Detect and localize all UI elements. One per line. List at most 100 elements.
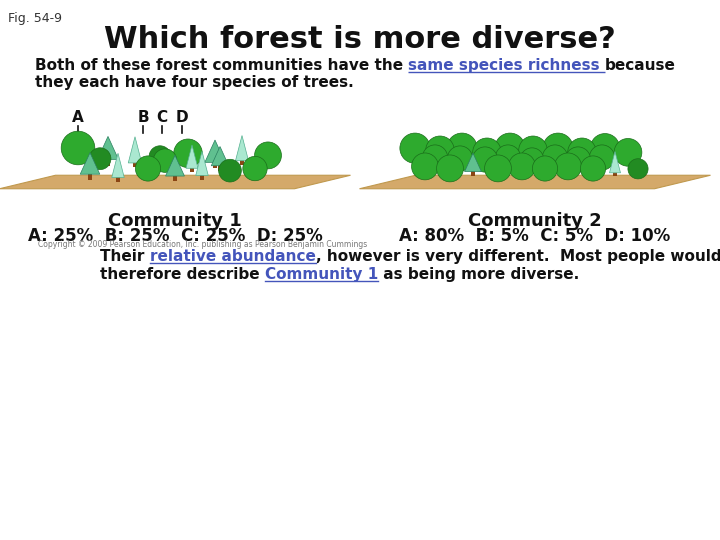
Bar [163,161,168,171]
Circle shape [135,156,161,181]
Polygon shape [166,156,184,176]
Polygon shape [359,176,711,189]
Bar [228,172,233,180]
Polygon shape [128,137,142,163]
Bar [590,170,595,179]
Circle shape [89,148,111,170]
Bar [505,158,510,168]
Bar [432,158,438,168]
Circle shape [628,159,648,179]
Text: Which forest is more diverse?: Which forest is more diverse? [104,25,616,54]
Bar [472,168,474,177]
Bar [116,173,120,181]
Bar [98,159,102,168]
Circle shape [532,156,557,181]
Text: A: 25%  B: 25%  C: 25%  D: 25%: A: 25% B: 25% C: 25% D: 25% [27,227,323,245]
Bar [185,154,191,165]
Circle shape [542,145,567,170]
Circle shape [61,131,95,165]
Bar [484,153,490,164]
Text: Both of these forest communities have the: Both of these forest communities have th… [35,58,408,73]
Bar [200,172,204,179]
Bar [422,167,428,178]
Bar [74,149,81,162]
Circle shape [436,155,464,182]
Bar [145,170,150,179]
Text: as being more diverse.: as being more diverse. [378,267,580,282]
Text: because: because [606,58,676,73]
Text: Community 1: Community 1 [108,212,242,230]
Circle shape [508,153,536,180]
Bar [507,149,513,161]
Bar [459,149,465,161]
Bar [613,170,616,177]
Circle shape [554,153,582,180]
Bar [447,170,453,180]
Text: D: D [176,110,189,125]
Bar [575,160,581,170]
Polygon shape [80,153,100,174]
Circle shape [521,148,544,171]
Bar [173,173,177,181]
Bar [636,170,640,177]
Circle shape [590,133,620,163]
Text: Community 1: Community 1 [265,267,378,282]
Text: relative abundance: relative abundance [150,249,315,264]
Bar [437,151,443,162]
Polygon shape [97,137,119,159]
Circle shape [495,133,525,163]
Circle shape [412,153,438,180]
Bar [213,159,217,168]
Bar [625,153,631,164]
Circle shape [472,147,498,172]
Bar [542,170,548,179]
Text: C: C [156,110,168,125]
Circle shape [447,146,472,171]
Bar [412,149,418,161]
Circle shape [255,142,282,169]
Polygon shape [464,153,482,172]
Bar [554,149,562,161]
Polygon shape [235,136,248,161]
Bar [579,153,585,164]
Text: A: 80%  B: 5%  C: 5%  D: 10%: A: 80% B: 5% C: 5% D: 10% [400,227,670,245]
Bar [495,170,501,180]
Polygon shape [205,140,225,163]
Text: Copyright © 2009 Pearson Education, Inc. publishing as Pearson Benjamin Cummings: Copyright © 2009 Pearson Education, Inc.… [38,240,367,249]
Bar [530,151,536,162]
Polygon shape [112,153,125,178]
Bar [218,163,222,171]
Circle shape [543,133,573,163]
Text: Community 2: Community 2 [468,212,602,230]
Circle shape [400,133,430,163]
Bar [265,157,271,167]
Bar [457,159,463,169]
Polygon shape [0,176,351,189]
Bar [190,165,194,172]
Text: therefore describe: therefore describe [100,267,265,282]
Polygon shape [610,152,621,173]
Text: Fig. 54-9: Fig. 54-9 [8,12,62,25]
Text: they each have four species of trees.: they each have four species of trees. [35,75,354,90]
Circle shape [568,138,596,166]
Polygon shape [186,145,198,168]
Bar [519,167,525,178]
Circle shape [423,145,448,170]
Text: , however is very different.  Most people would: , however is very different. Most people… [315,249,720,264]
Bar [602,149,608,160]
Circle shape [590,145,615,170]
Bar [158,158,162,166]
Text: same species richness: same species richness [408,58,606,73]
Bar [529,160,534,170]
Circle shape [614,138,642,166]
Bar [106,156,110,165]
Circle shape [580,156,606,181]
Circle shape [473,138,501,166]
Circle shape [565,147,590,172]
Circle shape [174,139,202,167]
Circle shape [426,136,454,165]
Bar [565,167,571,178]
Circle shape [243,157,267,181]
Bar [253,170,258,179]
Bar [240,157,244,165]
